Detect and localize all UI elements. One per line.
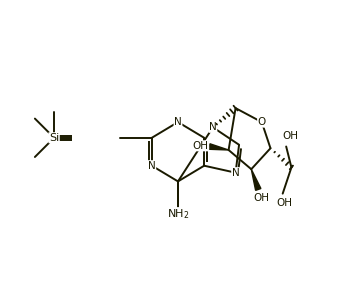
Text: OH: OH — [276, 198, 292, 208]
Text: O: O — [258, 117, 266, 127]
Text: NH$_2$: NH$_2$ — [167, 208, 189, 221]
Text: N: N — [209, 122, 217, 132]
Text: N: N — [232, 168, 239, 178]
Text: OH: OH — [193, 141, 209, 151]
Text: OH: OH — [253, 193, 269, 203]
Text: OH: OH — [282, 131, 298, 141]
Text: N: N — [148, 161, 156, 171]
Text: Si: Si — [49, 133, 59, 143]
Text: N: N — [174, 117, 182, 127]
Polygon shape — [251, 169, 261, 190]
Polygon shape — [209, 144, 229, 150]
